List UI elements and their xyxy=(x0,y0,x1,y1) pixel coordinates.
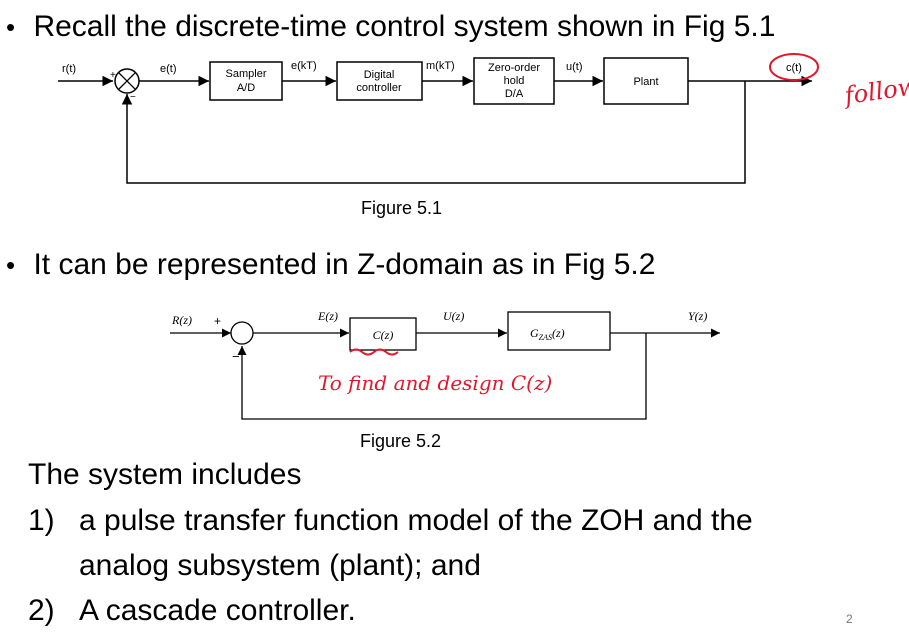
digital-controller-label-1: Digital xyxy=(364,69,395,81)
page-number: 2 xyxy=(846,612,853,626)
fig1-input-label: r(t) xyxy=(62,63,76,75)
fig1-control-label: u(t) xyxy=(566,61,583,73)
fig2-error-label: E(z) xyxy=(317,309,338,323)
list-item-1-line-1: a pulse transfer function model of the Z… xyxy=(79,504,753,537)
figure-5-2-caption: Figure 5.2 xyxy=(360,431,442,451)
list-item-1-line-2: analog subsystem (plant); and xyxy=(79,549,481,582)
digital-controller-block xyxy=(336,61,423,101)
list-item-1-number: 1) xyxy=(28,504,55,537)
fig1-sampled-error-label: e(kT) xyxy=(291,60,317,72)
fig2-plant-label-arg: (z) xyxy=(552,326,565,340)
bullet-2: • It can be represented in Z-domain as i… xyxy=(6,248,655,282)
digital-controller-label-2: controller xyxy=(356,82,402,94)
fig2-output-label: Y(z) xyxy=(688,309,707,323)
zoh-label-3: D/A xyxy=(505,88,524,100)
fig1-error-label: e(t) xyxy=(160,63,177,75)
fig2-minus-sign: − xyxy=(232,349,240,364)
bullet-dot: • xyxy=(6,12,16,42)
system-includes-text: The system includes xyxy=(28,458,302,491)
zoh-label-1: Zero-order xyxy=(488,62,540,74)
bullet-dot: • xyxy=(6,250,16,280)
output-circle-annotation xyxy=(769,53,819,81)
fig2-plant-label-main: G xyxy=(530,326,539,340)
list-item-2-text: A cascade controller. xyxy=(79,594,356,627)
fig1-controller-out-label: m(kT) xyxy=(426,60,455,72)
bullet-2-text: It can be represented in Z-domain as in … xyxy=(33,248,656,281)
annotation-find-design: To find and design C(z) xyxy=(318,371,552,395)
fig2-plus-sign: + xyxy=(214,314,221,328)
fig1-summing-junction xyxy=(114,68,140,94)
bullet-1-text: Recall the discrete-time control system … xyxy=(33,10,776,43)
fig2-plant-label: GZAS(z) xyxy=(530,326,565,342)
zoh-block xyxy=(473,57,555,105)
fig2-plant-block xyxy=(507,311,611,351)
fig1-output-label: c(t) xyxy=(786,62,802,74)
fig2-summing-junction xyxy=(230,321,254,345)
fig2-controller-label: C(z) xyxy=(373,328,394,342)
fig1-minus-sign: − xyxy=(130,92,136,103)
fig2-plant-label-sub: ZAS xyxy=(539,333,552,342)
bullet-1: • Recall the discrete-time control syste… xyxy=(6,10,775,44)
zoh-label-2: hold xyxy=(504,75,525,87)
fig2-feedback-path xyxy=(237,333,647,420)
fig2-input-label: R(z) xyxy=(171,313,192,327)
fig1-feedback-path xyxy=(121,81,746,184)
controller-underline-annotation xyxy=(349,348,399,356)
figure-5-1-caption: Figure 5.1 xyxy=(361,198,443,218)
sampler-label-1: Sampler xyxy=(226,68,267,80)
plant-label: Plant xyxy=(633,76,658,88)
fig2-control-label: U(z) xyxy=(443,309,464,323)
fig2-controller-block xyxy=(349,317,417,351)
list-item-2-number: 2) xyxy=(28,594,55,627)
sampler-block xyxy=(209,61,283,101)
fig1-plus-sign: + xyxy=(110,70,116,81)
sampler-label-2: A/D xyxy=(237,82,255,94)
